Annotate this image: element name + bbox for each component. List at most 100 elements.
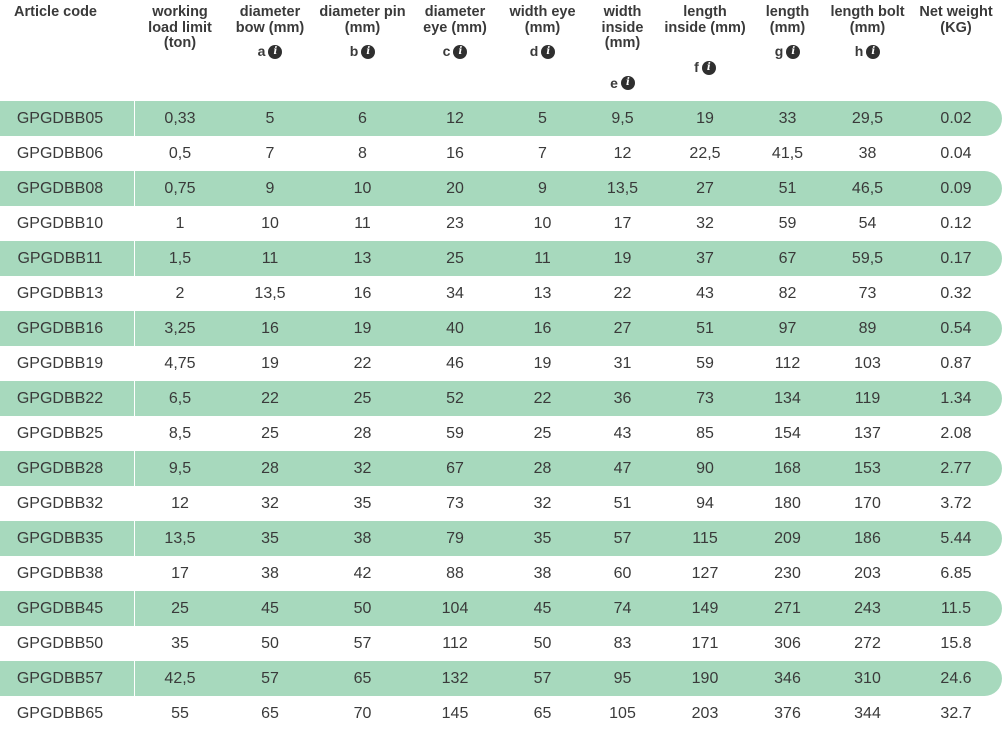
table-cell: 94	[660, 486, 750, 521]
article-code-cell: GPGDBB22	[0, 381, 135, 416]
table-cell: 65	[225, 696, 315, 731]
table-cell: 46	[410, 346, 500, 381]
table-cell: 51	[660, 311, 750, 346]
table-cell: 190	[660, 661, 750, 696]
table-cell: 5	[225, 101, 315, 136]
info-circle-icon[interactable]: i	[268, 44, 283, 59]
table-cell: 115	[660, 521, 750, 556]
table-cell: 0,33	[135, 101, 225, 136]
table-cell: 8	[315, 136, 410, 171]
table-cell: 12	[585, 136, 660, 171]
table-cell: 310	[825, 661, 910, 696]
table-cell: 11	[225, 241, 315, 276]
table-cell: 57	[315, 626, 410, 661]
table-cell: 180	[750, 486, 825, 521]
table-cell: 65	[315, 661, 410, 696]
table-cell: 23	[410, 206, 500, 241]
table-cell: 43	[585, 416, 660, 451]
table-cell: 85	[660, 416, 750, 451]
table-cell: 65	[500, 696, 585, 731]
table-cell: 35	[225, 521, 315, 556]
table-row: GPGDBB38 17 38 42 88 38 60 127 230 203 6.85	[0, 556, 1002, 591]
info-circle-icon[interactable]: i	[786, 44, 801, 59]
info-circle-icon[interactable]: i	[541, 44, 556, 59]
info-circle-icon[interactable]: i	[620, 76, 635, 91]
table-cell: 203	[825, 556, 910, 591]
table-cell: 45	[225, 591, 315, 626]
table-cell: 137	[825, 416, 910, 451]
column-header-label: diameter eye (mm)	[423, 4, 487, 36]
table-row: GPGDBB25 8,5 25 28 59 25 43 85 154 137 2.08	[0, 416, 1002, 451]
column-header: length (mm) g i	[750, 0, 825, 101]
table-cell: 344	[825, 696, 910, 731]
table-cell: 145	[410, 696, 500, 731]
column-header: working load limit (ton)	[135, 0, 225, 101]
table-cell: 19	[660, 101, 750, 136]
column-header: length inside (mm) f i	[660, 0, 750, 101]
column-header-label: width eye (mm)	[509, 4, 576, 36]
column-header: Net weight (KG)	[910, 0, 1002, 101]
table-cell: 1	[135, 206, 225, 241]
table-cell: 28	[500, 451, 585, 486]
column-header-label: working load limit (ton)	[148, 4, 212, 51]
table-cell: 376	[750, 696, 825, 731]
table-cell: 70	[315, 696, 410, 731]
table-cell: 9,5	[135, 451, 225, 486]
table-cell: 33	[750, 101, 825, 136]
table-row: GPGDBB22 6,5 22 25 52 22 36 73 134 119 1.34	[0, 381, 1002, 416]
table-cell: 3.72	[910, 486, 1002, 521]
table-cell: 17	[135, 556, 225, 591]
table-cell: 0.09	[910, 171, 1002, 206]
dimension-letter-label: e	[610, 74, 618, 91]
table-cell: 119	[825, 381, 910, 416]
table-cell: 31	[585, 346, 660, 381]
dimension-letter-label: h	[854, 43, 864, 59]
table-cell: 9	[500, 171, 585, 206]
table-cell: 13	[315, 241, 410, 276]
article-code-cell: GPGDBB45	[0, 591, 135, 626]
table-cell: 103	[825, 346, 910, 381]
info-circle-icon[interactable]: i	[453, 44, 468, 59]
article-code-cell: GPGDBB28	[0, 451, 135, 486]
table-cell: 6,5	[135, 381, 225, 416]
table-cell: 37	[660, 241, 750, 276]
table-cell: 54	[825, 206, 910, 241]
table-cell: 13	[500, 276, 585, 311]
table-row: GPGDBB19 4,75 19 22 46 19 31 59 112 103 0.87	[0, 346, 1002, 381]
table-cell: 51	[585, 486, 660, 521]
table-cell: 19	[500, 346, 585, 381]
table-cell: 346	[750, 661, 825, 696]
table-cell: 10	[315, 171, 410, 206]
article-code-cell: GPGDBB13	[0, 276, 135, 311]
table-cell: 95	[585, 661, 660, 696]
table-cell: 38	[315, 521, 410, 556]
table-row: GPGDBB35 13,5 35 38 79 35 57 115 209 186 5.44	[0, 521, 1002, 556]
column-header-label: length bolt (mm)	[830, 4, 905, 36]
table-cell: 11.5	[910, 591, 1002, 626]
table-cell: 154	[750, 416, 825, 451]
column-header: diameter eye (mm) c i	[410, 0, 500, 101]
table-row: GPGDBB65 55 65 70 145 65 105 203 376 344 32.7	[0, 696, 1002, 731]
table-cell: 0,75	[135, 171, 225, 206]
table-cell: 32	[315, 451, 410, 486]
info-circle-icon[interactable]: i	[866, 44, 881, 59]
column-header: length bolt (mm) h i	[825, 0, 910, 101]
table-cell: 112	[410, 626, 500, 661]
table-cell: 16	[225, 311, 315, 346]
table-cell: 16	[315, 276, 410, 311]
info-circle-icon[interactable]: i	[361, 44, 376, 59]
table-cell: 1.34	[910, 381, 1002, 416]
table-cell: 186	[825, 521, 910, 556]
table-row: GPGDBB11 1,5 11 13 25 11 19 37 67 59,5 0.17	[0, 241, 1002, 276]
column-header-label: Article code	[14, 4, 97, 20]
table-row: GPGDBB10 1 10 11 23 10 17 32 59 54 0.12	[0, 206, 1002, 241]
table-cell: 73	[825, 276, 910, 311]
table-cell: 9,5	[585, 101, 660, 136]
info-circle-icon[interactable]: i	[701, 60, 716, 75]
table-row: GPGDBB08 0,75 9 10 20 9 13,5 27 51 46,5 0.09	[0, 171, 1002, 206]
table-cell: 134	[750, 381, 825, 416]
table-cell: 5.44	[910, 521, 1002, 556]
